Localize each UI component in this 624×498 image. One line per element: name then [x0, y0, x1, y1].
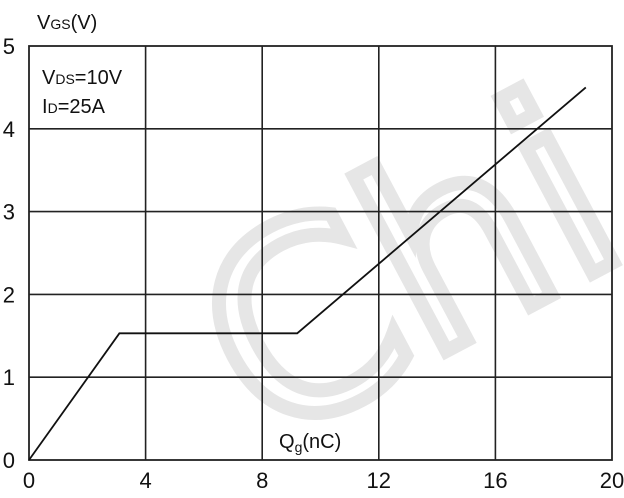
- x-tick-label-1: 4: [139, 468, 151, 493]
- x-tick-label-0: 0: [23, 468, 35, 493]
- series-line-0: [28, 86, 587, 461]
- x-axis-title: Qg(nC): [279, 431, 341, 455]
- annotation-id-main: I: [42, 96, 48, 118]
- y-tick-label-1: 1: [3, 365, 15, 390]
- y-tick-label-0: 0: [3, 448, 15, 473]
- watermark: Chi: [146, 32, 624, 498]
- plot-frame: [28, 45, 613, 461]
- y-tick-label-3: 3: [3, 200, 15, 225]
- y-tick-label-2: 2: [3, 282, 15, 307]
- x-tick-label-5: 20: [600, 468, 624, 493]
- x-tick-label-4: 16: [483, 468, 507, 493]
- x-axis-title-sub: g: [295, 439, 303, 455]
- series-layer: [28, 86, 587, 461]
- annotation-id: ID=25A: [42, 96, 106, 118]
- y-axis-title-main: V: [37, 12, 51, 34]
- y-axis-title-sub: GS: [50, 16, 70, 32]
- annotation-id-sub: D: [48, 100, 58, 116]
- x-axis-title-unit: (nC): [302, 431, 341, 453]
- y-axis-title-unit: (V): [71, 12, 98, 34]
- annotation-vds-main: V: [42, 67, 56, 89]
- grid: [29, 46, 612, 460]
- y-tick-label-4: 4: [3, 117, 15, 142]
- watermark-text: Chi: [153, 39, 624, 498]
- annotation-vds-sub: DS: [55, 71, 74, 87]
- annotation-vds-value: =10V: [75, 67, 123, 89]
- x-axis-title-main: Q: [279, 431, 295, 453]
- y-tick-label-5: 5: [3, 34, 15, 59]
- y-axis-title: VGS(V): [37, 12, 97, 34]
- annotation-id-value: =25A: [58, 96, 106, 118]
- x-tick-label-2: 8: [256, 468, 268, 493]
- annotation-vds: VDS=10V: [42, 67, 123, 89]
- plot-frame-rect: [28, 45, 613, 461]
- x-tick-label-3: 12: [367, 468, 391, 493]
